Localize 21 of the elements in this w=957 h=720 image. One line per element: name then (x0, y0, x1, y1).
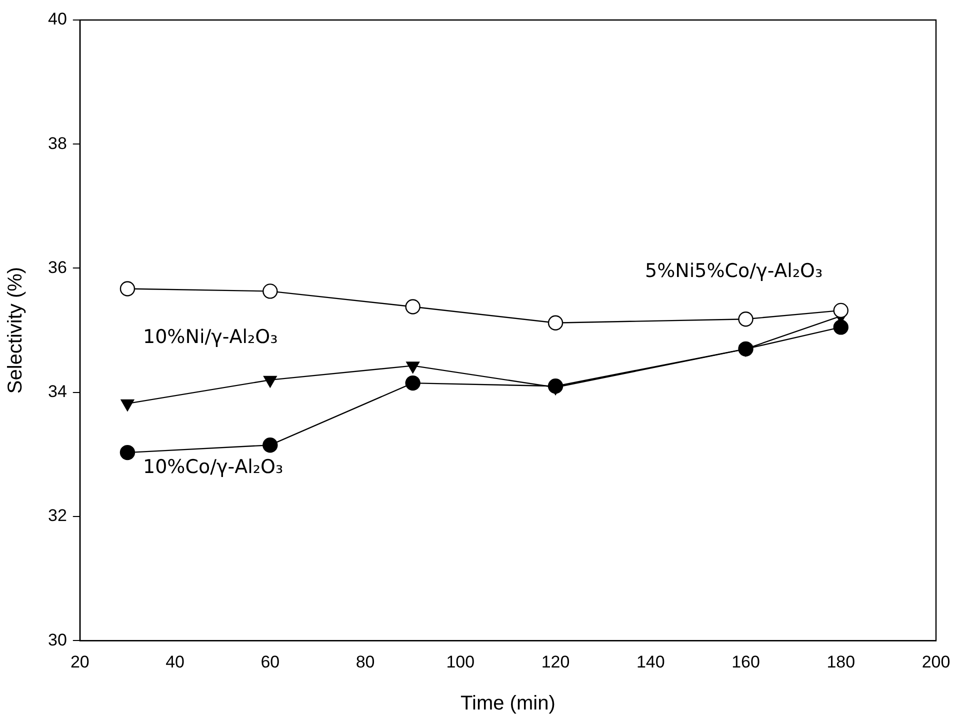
x-axis-title: Time (min) (460, 692, 556, 715)
x-tick-label: 160 (732, 652, 760, 672)
x-tick-label: 20 (70, 652, 90, 672)
x-tick-label: 120 (541, 652, 570, 672)
x-tick-label: 180 (826, 652, 856, 672)
x-tick-label: 60 (260, 652, 280, 672)
y-tick-label: 32 (48, 506, 67, 526)
x-tick-label: 80 (356, 652, 375, 672)
y-tick-label: 40 (48, 10, 67, 29)
x-tick-label: 140 (636, 652, 665, 672)
series-label: 5%Ni5%Co/γ-Al₂O₃ (645, 260, 823, 282)
series-label: 10%Co/γ-Al₂O₃ (143, 456, 284, 478)
x-tick-label: 200 (922, 652, 950, 672)
series-label: 10%Ni/γ-Al₂O₃ (143, 326, 278, 348)
x-tick-label: 100 (446, 652, 475, 672)
y-tick-label: 30 (48, 630, 67, 650)
x-tick-label: 40 (166, 652, 184, 672)
y-tick-label: 34 (48, 382, 67, 402)
y-axis-title: Selectivity (%) (4, 266, 27, 394)
y-tick-label: 36 (48, 258, 67, 277)
y-tick-label: 38 (48, 134, 67, 153)
